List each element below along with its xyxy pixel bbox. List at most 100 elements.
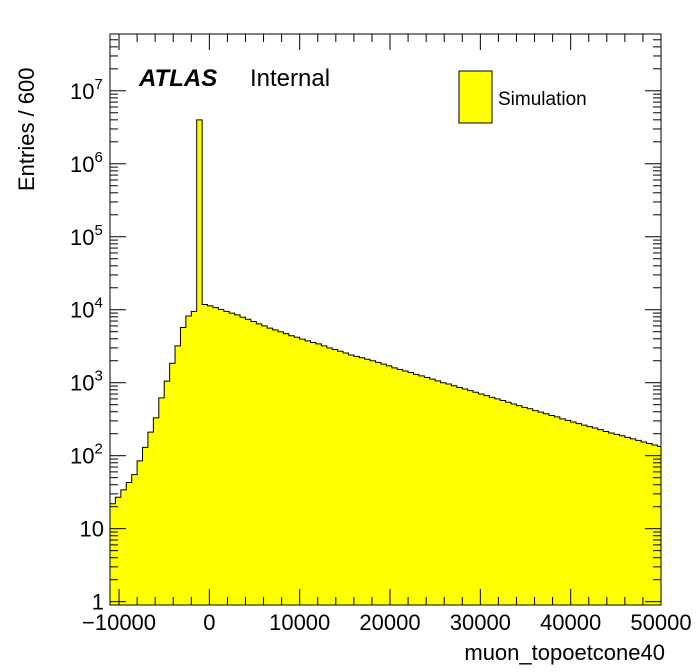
histogram-bar <box>164 381 171 605</box>
histogram-bar <box>202 304 209 605</box>
histogram-bar <box>120 489 127 605</box>
histogram-bar <box>294 337 301 605</box>
histogram-bar <box>272 329 279 605</box>
histogram-bar <box>223 311 230 605</box>
x-tick-label: 20000 <box>359 610 420 635</box>
histogram-bar <box>603 431 610 605</box>
histogram-bar <box>619 435 626 605</box>
histogram-bar <box>538 412 545 605</box>
histogram-bar <box>245 319 252 605</box>
histogram-bar <box>353 356 360 605</box>
histogram-bar <box>299 339 306 605</box>
histogram-bar <box>624 437 631 605</box>
histogram-bar <box>153 417 160 605</box>
plot-frame <box>109 33 662 606</box>
histogram-bar <box>543 413 550 605</box>
histogram-bar <box>429 379 436 605</box>
histogram-bar <box>261 325 268 605</box>
histogram-bar <box>175 345 182 605</box>
histogram-bar <box>608 432 615 605</box>
histogram-bar <box>402 370 409 605</box>
histogram-bar <box>451 385 458 605</box>
y-tick-label: 10 <box>80 517 104 542</box>
y-tick-label: 107 <box>70 76 103 104</box>
histogram-bar <box>158 397 165 605</box>
histogram-bar <box>310 342 317 605</box>
histogram-bar <box>565 420 572 605</box>
histogram-bar <box>115 497 122 605</box>
histogram-bar <box>180 327 187 605</box>
histogram-bar <box>554 416 561 605</box>
histogram-bar <box>456 387 463 605</box>
histogram-bar <box>196 119 203 605</box>
x-tick-label: 10000 <box>269 610 330 635</box>
histogram-bar <box>505 402 512 605</box>
histogram-bar <box>478 394 485 605</box>
histogram-bar <box>305 340 312 605</box>
x-tick-label: 30000 <box>450 610 511 635</box>
atlas-label: ATLAS <box>138 65 217 92</box>
histogram-bar <box>646 443 653 605</box>
histogram-bar <box>467 390 474 605</box>
x-tick-label: 40000 <box>540 610 601 635</box>
histogram-bar <box>364 359 371 605</box>
x-tick-labels: −10000 0 10000 20000 30000 40000 50000 <box>82 610 692 635</box>
histogram-bar <box>337 351 344 605</box>
histogram-bar <box>527 408 534 605</box>
histogram-bar <box>137 460 144 605</box>
legend-entry-simulation: Simulation <box>498 89 587 110</box>
y-tick-labels: 1 10 102 103 104 105 106 107 <box>70 76 104 615</box>
histogram-bar <box>147 432 154 605</box>
histogram-bar <box>397 369 404 605</box>
y-tick-label: 103 <box>70 368 103 396</box>
histogram-bar <box>559 418 566 605</box>
y-tick-label: 102 <box>70 441 103 469</box>
histogram-bar <box>570 421 577 605</box>
histogram-bar <box>207 305 214 605</box>
histogram-bar <box>576 423 583 605</box>
histogram-bar <box>413 374 420 605</box>
y-tick-label: 104 <box>70 295 103 323</box>
histogram-bar <box>185 316 192 605</box>
histogram-bar <box>283 333 290 605</box>
histogram-bar <box>500 400 507 605</box>
histogram-bar <box>521 407 528 605</box>
y-tick-label: 1 <box>92 590 104 615</box>
y-axis-title: Entries / 600 <box>14 67 39 191</box>
x-axis-title: muon_topoetcone40 <box>464 640 665 665</box>
histogram-bar <box>131 474 138 605</box>
histogram-bar <box>288 335 295 605</box>
histogram-bar <box>597 429 604 605</box>
histogram-bar <box>641 442 648 605</box>
histogram-bar <box>511 404 518 605</box>
histogram-bar <box>614 434 621 605</box>
histogram-bar <box>483 395 490 605</box>
histogram-bar <box>321 345 328 605</box>
histogram-bar <box>326 347 333 605</box>
histogram-outline <box>110 119 661 505</box>
x-tick-label: −10000 <box>82 610 156 635</box>
histogram-bar <box>229 313 236 605</box>
histogram-bar <box>581 425 588 605</box>
legend: Simulation <box>458 70 587 124</box>
histogram-bar <box>440 382 447 605</box>
histogram-bar <box>516 405 523 605</box>
histogram-bar <box>462 389 469 605</box>
histogram-bar <box>391 367 398 605</box>
histogram-bar <box>375 362 382 605</box>
histogram-bar <box>548 415 556 605</box>
histogram-bar <box>657 446 662 605</box>
axis-ticks <box>110 33 662 605</box>
histogram-bar <box>343 353 350 605</box>
y-tick-label: 105 <box>70 222 103 250</box>
histogram-bar <box>332 349 339 605</box>
histogram-bar <box>250 321 257 605</box>
histogram-bar <box>110 503 117 605</box>
histogram-bar <box>142 447 149 605</box>
histogram-bar <box>408 372 415 605</box>
histogram-bar <box>386 365 393 605</box>
histogram-bar <box>473 392 480 605</box>
histogram-bar <box>489 397 496 605</box>
histogram-bar <box>126 482 133 605</box>
